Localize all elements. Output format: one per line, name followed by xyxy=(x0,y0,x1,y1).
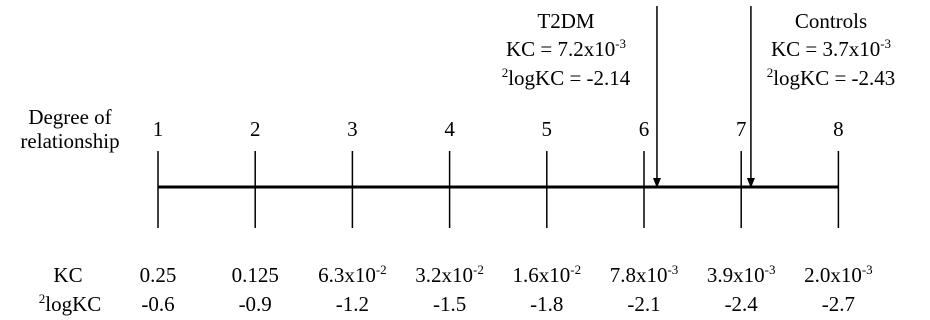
kc-value: 6.3x10-2 xyxy=(318,262,387,287)
degree-label: 4 xyxy=(444,117,455,141)
degree-label: 3 xyxy=(347,117,358,141)
kc-value: 2.0x10-3 xyxy=(804,262,873,287)
marker-arrowhead xyxy=(746,178,755,188)
marker-logkc: 2logKC = -2.43 xyxy=(767,65,896,90)
degree-label: 5 xyxy=(542,117,553,141)
logkc-value: -2.4 xyxy=(725,292,759,316)
degree-label: 8 xyxy=(833,117,844,141)
logkc-row-label: 2logKC xyxy=(39,291,102,316)
degree-label: 7 xyxy=(736,117,747,141)
marker-arrowhead xyxy=(652,178,661,188)
marker-kc: KC = 7.2x10-3 xyxy=(506,36,626,61)
kc-value: 1.6x10-2 xyxy=(513,262,582,287)
logkc-value: -1.8 xyxy=(530,292,563,316)
logkc-value: -2.7 xyxy=(822,292,855,316)
row-label-line2: relationship xyxy=(20,129,119,153)
marker-group: T2DM KC = 7.2x10-3 2logKC = -2.14 Controls K… xyxy=(502,6,896,188)
kc-value: 0.125 xyxy=(232,263,279,287)
marker-title: Controls xyxy=(795,9,867,33)
logkc-value: -1.5 xyxy=(433,292,466,316)
logkc-value: -0.6 xyxy=(141,292,174,316)
kc-row-label: KC xyxy=(53,263,82,287)
tick-group: 1 0.25 -0.6 2 0.125 -0.9 3 6.3x10-2 -1.2 4 3.2x10-… xyxy=(140,117,873,316)
row-label-line1: Degree of xyxy=(28,105,111,129)
marker-logkc: 2logKC = -2.14 xyxy=(502,65,631,90)
degree-label: 1 xyxy=(153,117,164,141)
degree-label: 6 xyxy=(639,117,650,141)
marker-title: T2DM xyxy=(537,9,594,33)
kc-value: 3.9x10-3 xyxy=(707,262,776,287)
kc-value: 3.2x10-2 xyxy=(415,262,484,287)
logkc-value: -1.2 xyxy=(336,292,369,316)
kc-value: 0.25 xyxy=(140,263,177,287)
degree-label: 2 xyxy=(250,117,261,141)
marker-kc: KC = 3.7x10-3 xyxy=(771,36,891,61)
logkc-value: -2.1 xyxy=(627,292,660,316)
kc-value: 7.8x10-3 xyxy=(610,262,679,287)
logkc-value: -0.9 xyxy=(239,292,272,316)
